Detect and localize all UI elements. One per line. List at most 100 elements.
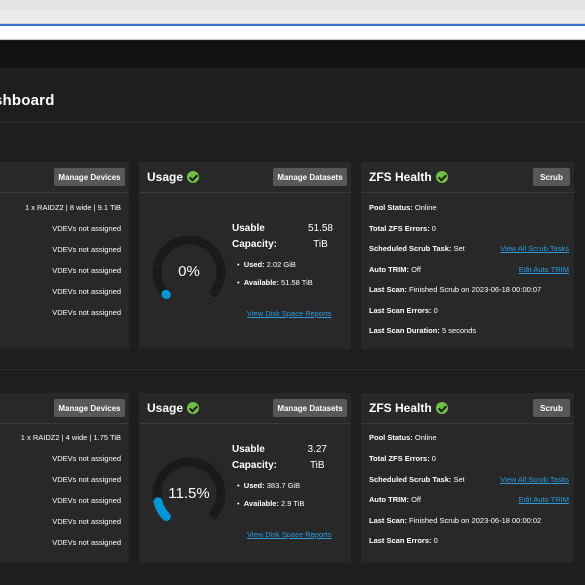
row-value: Finished Scrub on 2023-06-18 00:00:07 (409, 285, 542, 294)
row-value: Online (414, 433, 437, 442)
topology-log-row: VDEVs not assigned (52, 224, 121, 233)
zfs-health-card: ZFS Health Scrub Pool Status: Online Tot… (361, 162, 574, 349)
last-scan-errors-row: Last Scan Errors: 0 (369, 306, 438, 315)
usable-value-number: 51.58 (307, 223, 333, 234)
usable-value-unit: TiB (313, 239, 328, 250)
scrub-button[interactable]: Scrub (533, 168, 570, 186)
row-value: 0 (433, 536, 438, 545)
browser-address-bar[interactable] (0, 24, 585, 40)
check-circle-icon (187, 171, 200, 183)
row-value: Off (411, 495, 421, 504)
edit-auto-trim-link[interactable]: Edit Auto TRIM (518, 265, 569, 274)
app-top-bar (0, 41, 585, 68)
card-header: ZFS Health Scrub (361, 393, 574, 423)
topology-spare-row: VDEVs not assigned (52, 496, 121, 505)
usable-capacity-value: 51.58 TiB (308, 221, 333, 253)
row-label: Auto TRIM: (369, 265, 409, 274)
topology-cache-row: VDEVs not assigned (52, 245, 121, 254)
used-row: • Used: 2.02 GiB (237, 260, 296, 269)
manage-datasets-button[interactable]: Manage Datasets (273, 399, 347, 417)
available-label: Available: (243, 499, 279, 508)
zfs-health-title: ZFS Health (369, 401, 432, 415)
last-scan-errors-row: Last Scan Errors: 0 (369, 536, 438, 545)
row-label: Total ZFS Errors: (369, 224, 430, 233)
row-label: Last Scan: (369, 516, 407, 525)
row-label: Last Scan Duration: (369, 326, 440, 335)
available-value: 2.9 TiB (281, 499, 305, 508)
usable-label-line1: Usable (232, 223, 265, 234)
usage-card: Usage Manage Datasets 11.5% Usable Capac… (139, 393, 351, 563)
card-header: ZFS Health Scrub (361, 162, 574, 192)
auto-trim-row: Auto TRIM: Off (369, 265, 421, 274)
disk-space-reports-link[interactable]: View Disk Space Reports (247, 530, 332, 539)
check-circle-icon (435, 402, 448, 414)
scheduled-scrub-row: Scheduled Scrub Task: Set (369, 244, 465, 253)
usable-capacity-value: 3.27 TiB (308, 442, 327, 474)
row-label: Total ZFS Errors: (369, 454, 430, 463)
total-zfs-errors-row: Total ZFS Errors: 0 (369, 224, 436, 233)
pool-status-row: Pool Status: Online (369, 203, 437, 212)
row-label: Pool Status: (369, 433, 413, 442)
manage-devices-button[interactable]: Manage Devices (54, 168, 125, 186)
usable-value-unit: TiB (309, 460, 325, 471)
card-divider (139, 423, 351, 424)
check-circle-icon (187, 402, 200, 414)
topology-card: Manage Devices 1 x RAIDZ2 | 4 wide | 1.7… (0, 393, 129, 563)
row-label: Last Scan: (369, 285, 407, 294)
view-scrub-tasks-link[interactable]: View All Scrub Tasks (500, 244, 569, 253)
card-title: ZFS Health (369, 170, 448, 184)
usable-capacity-label: Usable Capacity: (232, 221, 277, 253)
used-value: 2.02 GiB (266, 260, 296, 269)
row-value: Finished Scrub on 2023-06-18 00:00:02 (409, 516, 542, 525)
topology-card: Manage Devices 1 x RAIDZ2 | 8 wide | 9.1… (0, 162, 129, 349)
topology-special-row: VDEVs not assigned (52, 287, 121, 296)
card-header: Manage Devices (0, 162, 129, 192)
row-value: Off (411, 265, 421, 274)
row-label: Last Scan Errors: (369, 536, 432, 545)
gauge-fill (153, 497, 171, 522)
view-scrub-tasks-link[interactable]: View All Scrub Tasks (500, 475, 569, 484)
scheduled-scrub-row: Scheduled Scrub Task: Set (369, 475, 465, 484)
topology-special-row: VDEVs not assigned (52, 517, 121, 526)
card-divider (361, 423, 574, 424)
card-header: Usage Manage Datasets (139, 393, 351, 423)
row-value: Set (453, 244, 465, 253)
topology-data-row: 1 x RAIDZ2 | 8 wide | 9.1 TiB (24, 203, 121, 212)
topology-dedup-row: VDEVs not assigned (52, 538, 121, 547)
section-divider (0, 369, 585, 370)
row-value: Set (453, 475, 465, 484)
used-value: 383.7 GiB (266, 481, 301, 490)
usage-percent: 11.5% (168, 485, 210, 502)
card-divider (0, 423, 129, 424)
usable-capacity-label: Usable Capacity: (232, 442, 277, 474)
card-divider (0, 192, 129, 193)
usable-label-line2: Capacity: (232, 460, 278, 471)
card-header: Usage Manage Datasets (139, 162, 351, 192)
manage-datasets-button[interactable]: Manage Datasets (273, 168, 347, 186)
topology-data-row: 1 x RAIDZ2 | 4 wide | 1.75 TiB (20, 433, 121, 442)
disk-space-reports-link[interactable]: View Disk Space Reports (247, 309, 332, 318)
topology-log-row: VDEVs not assigned (52, 454, 121, 463)
usage-percent: 0% (178, 263, 200, 280)
manage-devices-button[interactable]: Manage Devices (54, 399, 125, 417)
topology-dedup-row: VDEVs not assigned (52, 308, 121, 317)
check-circle-icon (435, 171, 448, 183)
browser-tab-bar (0, 0, 585, 24)
card-divider (139, 192, 351, 193)
scrub-button[interactable]: Scrub (533, 399, 570, 417)
row-label: Scheduled Scrub Task: (369, 244, 452, 253)
last-scan-duration-row: Last Scan Duration: 5 seconds (369, 326, 476, 335)
used-row: • Used: 383.7 GiB (237, 481, 301, 490)
title-divider (0, 122, 585, 123)
card-title: ZFS Health (369, 401, 448, 415)
row-label: Scheduled Scrub Task: (369, 475, 452, 484)
available-row: • Available: 2.9 TiB (237, 499, 305, 508)
edit-auto-trim-link[interactable]: Edit Auto TRIM (518, 495, 569, 504)
row-value: 0 (431, 224, 436, 233)
pool-status-row: Pool Status: Online (369, 433, 437, 442)
row-label: Auto TRIM: (369, 495, 409, 504)
row-value: Online (414, 203, 437, 212)
topology-cache-row: VDEVs not assigned (52, 475, 121, 484)
usable-label-line1: Usable (232, 444, 265, 455)
card-header: Manage Devices (0, 393, 129, 423)
